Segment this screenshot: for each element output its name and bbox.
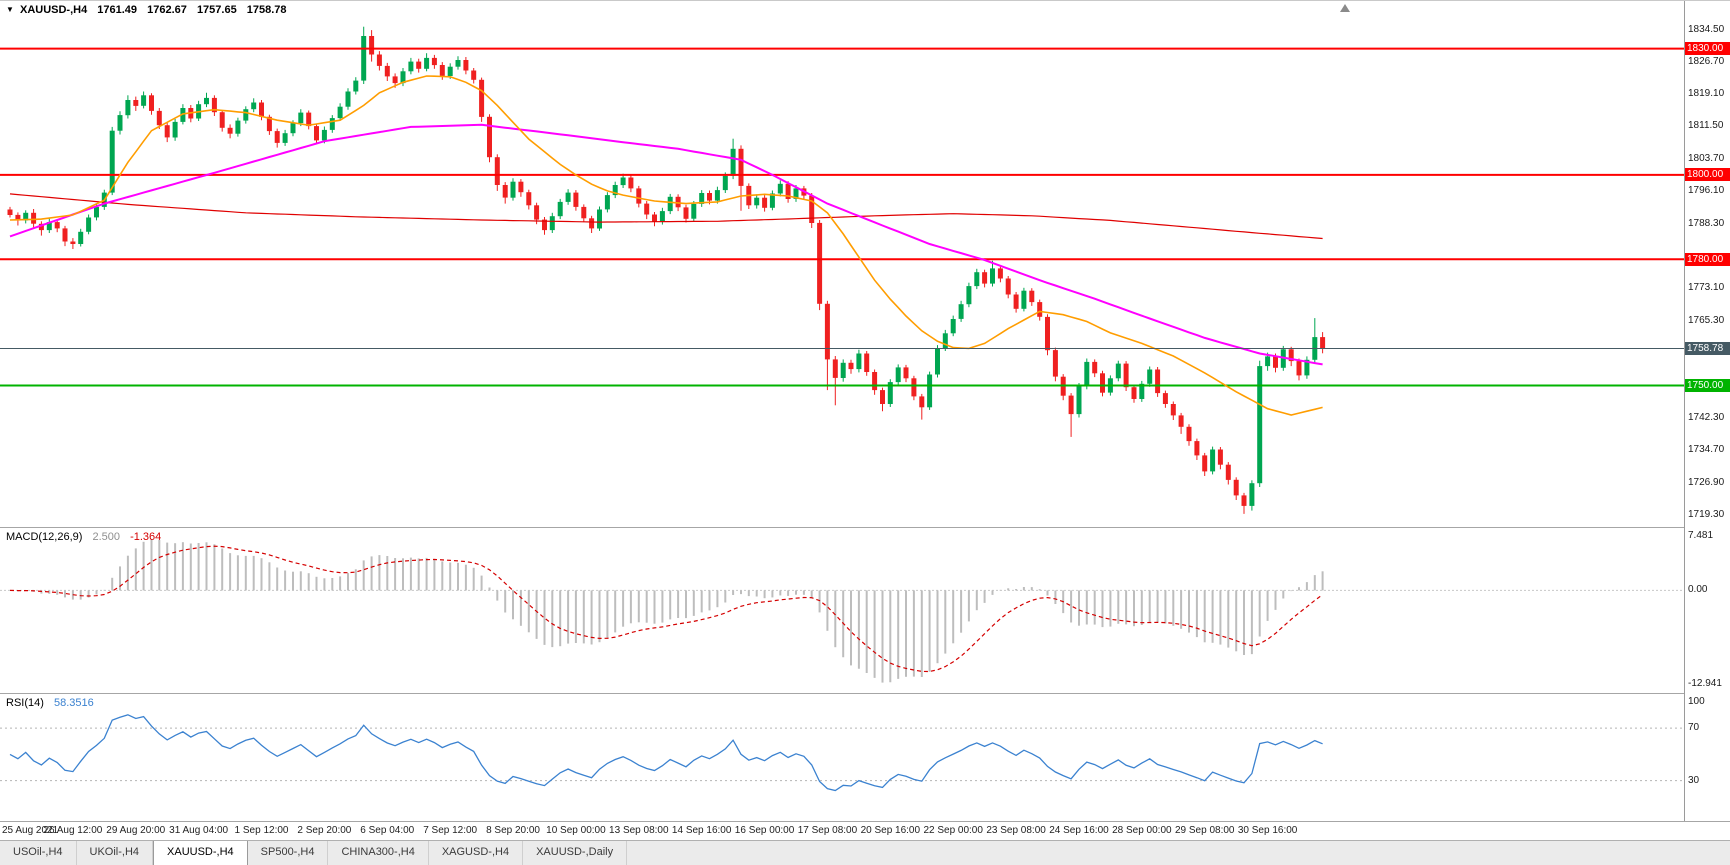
macd-axis-label: -12.941 xyxy=(1688,678,1722,690)
macd-axis-label: 0.00 xyxy=(1688,584,1708,596)
date-axis-label: 16 Sep 00:00 xyxy=(734,825,795,836)
price-axis-label: 1826.70 xyxy=(1688,56,1725,68)
price-axis-label: 1796.10 xyxy=(1688,185,1725,197)
macd-pane[interactable]: MACD(12,26,9) 2.500 -1.364 xyxy=(0,528,1684,692)
date-axis-label: 17 Sep 08:00 xyxy=(797,825,858,836)
tab-sp500-h4[interactable]: SP500-,H4 xyxy=(248,841,329,865)
chart-tab-bar: USOil-,H4 UKOil-,H4 XAUUSD-,H4 SP500-,H4 CHI… xyxy=(0,840,1730,865)
price-axis-label: 1788.30 xyxy=(1688,218,1725,230)
date-axis-label: 25 Aug 2021 xyxy=(2,825,59,836)
price-axis-label: 1742.30 xyxy=(1688,411,1725,423)
macd-signal-value: -1.364 xyxy=(130,531,162,543)
main-chart-pane[interactable]: ▼ XAUUSD-,H4 1761.49 1762.67 1757.65 175… xyxy=(0,1,1684,527)
price-axis[interactable]: 1834.50 1826.70 1819.10 1811.50 1803.70 1796.… xyxy=(1684,1,1730,821)
tab-usoil-h4[interactable]: USOil-,H4 xyxy=(0,841,77,865)
tab-xagusd-h4[interactable]: XAGUSD-,H4 xyxy=(429,841,524,865)
ohlc-low: 1757.65 xyxy=(196,4,237,16)
rsi-label: RSI(14) xyxy=(6,697,44,709)
macd-label: MACD(12,26,9) xyxy=(6,531,83,543)
price-axis-label: 1811.50 xyxy=(1688,120,1724,132)
date-axis-label: 20 Sep 16:00 xyxy=(860,825,921,836)
tab-ukoil-h4[interactable]: UKOil-,H4 xyxy=(77,841,154,865)
price-level-badge-1780.00: 1780.00 xyxy=(1685,252,1730,266)
date-axis-label: 26 Aug 12:00 xyxy=(43,825,103,836)
ohlc-close: 1758.78 xyxy=(246,4,287,16)
rsi-header: RSI(14) 58.3516 xyxy=(6,697,101,709)
macd-main-value: 2.500 xyxy=(92,531,121,543)
macd-histogram xyxy=(16,539,1324,683)
date-axis-label: 23 Sep 08:00 xyxy=(986,825,1046,836)
price-axis-label: 1819.10 xyxy=(1688,88,1725,100)
rsi-pane[interactable]: RSI(14) 58.3516 xyxy=(0,694,1684,820)
date-axis[interactable]: 25 Aug 2021 26 Aug 12:00 29 Aug 20:00 31 Au… xyxy=(0,821,1730,841)
ma-fast-line xyxy=(9,75,1323,416)
ohlc-header: ▼ XAUUSD-,H4 1761.49 1762.67 1757.65 175… xyxy=(6,4,294,16)
tab-china300-h4[interactable]: CHINA300-,H4 xyxy=(328,841,429,865)
price-axis-label: 1834.50 xyxy=(1688,23,1725,35)
rsi-indicator-plot xyxy=(0,714,1684,792)
price-axis-label: 1765.30 xyxy=(1688,315,1725,327)
ohlc-high: 1762.67 xyxy=(147,4,187,16)
price-axis-label: 1773.10 xyxy=(1688,282,1725,294)
symbol-dropdown-icon[interactable]: ▼ xyxy=(6,5,14,14)
ohlc-open: 1761.49 xyxy=(97,4,138,16)
date-axis-label: 31 Aug 04:00 xyxy=(169,825,229,836)
macd-indicator-plot xyxy=(0,539,1684,683)
date-axis-label: 29 Aug 20:00 xyxy=(106,825,166,836)
price-axis-label: 1734.70 xyxy=(1688,443,1725,455)
rsi-axis-label: 70 xyxy=(1688,722,1700,734)
pane-separator[interactable] xyxy=(0,527,1730,528)
price-level-badge-1750.00: 1750.00 xyxy=(1685,378,1730,392)
rsi-value: 58.3516 xyxy=(53,697,94,709)
pane-separator[interactable] xyxy=(0,693,1730,694)
date-axis-label: 24 Sep 16:00 xyxy=(1049,825,1109,836)
candlestick-chart[interactable] xyxy=(0,1,1684,527)
chart-shift-marker-icon xyxy=(1340,4,1350,12)
tab-xauusd-h4[interactable]: XAUUSD-,H4 xyxy=(153,841,248,865)
macd-header: MACD(12,26,9) 2.500 -1.364 xyxy=(6,531,168,543)
ma-long-line xyxy=(9,193,1323,240)
ma-slow-line xyxy=(9,123,1323,366)
price-level-badge-1800.00: 1800.00 xyxy=(1685,168,1730,182)
date-axis-label: 13 Sep 08:00 xyxy=(609,825,669,836)
macd-signal-line xyxy=(9,545,1323,673)
price-axis-label: 1719.30 xyxy=(1688,508,1725,520)
symbol-period-label: XAUUSD-,H4 xyxy=(19,4,88,16)
tab-xauusd-daily[interactable]: XAUUSD-,Daily xyxy=(523,841,628,865)
rsi-axis-label: 30 xyxy=(1688,774,1700,786)
date-axis-label: 29 Sep 08:00 xyxy=(1174,825,1235,836)
date-axis-label: 7 Sep 12:00 xyxy=(423,825,478,836)
date-axis-label: 14 Sep 16:00 xyxy=(671,825,732,836)
price-axis-label: 1803.70 xyxy=(1688,153,1725,165)
date-axis-label: 10 Sep 00:00 xyxy=(546,825,606,836)
candles xyxy=(7,26,1326,514)
date-axis-label: 30 Sep 16:00 xyxy=(1237,825,1298,836)
price-level-badge-1830.00: 1830.00 xyxy=(1685,42,1730,56)
current-price-badge: 1758.78 xyxy=(1685,342,1730,356)
date-axis-label: 22 Sep 00:00 xyxy=(923,825,983,836)
date-axis-label: 28 Sep 00:00 xyxy=(1112,825,1172,836)
rsi-line xyxy=(9,714,1323,792)
date-axis-label: 2 Sep 20:00 xyxy=(297,825,352,836)
macd-axis-label: 7.481 xyxy=(1688,530,1714,542)
rsi-axis-label: 100 xyxy=(1688,696,1705,707)
date-axis-label: 8 Sep 20:00 xyxy=(486,825,540,836)
horizontal-level-lines[interactable] xyxy=(0,47,1684,387)
price-axis-label: 1726.90 xyxy=(1688,476,1725,488)
date-axis-label: 6 Sep 04:00 xyxy=(360,825,415,836)
date-axis-label: 1 Sep 12:00 xyxy=(234,825,289,836)
